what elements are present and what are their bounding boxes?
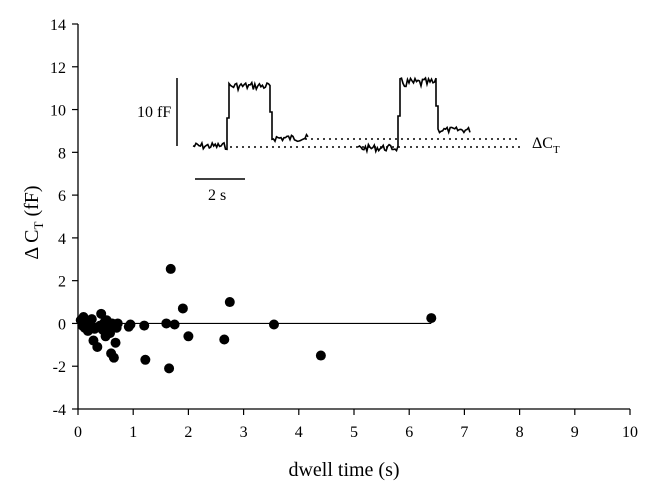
- data-point: [92, 341, 103, 352]
- data-point: [161, 318, 172, 329]
- y-axis-title-main: Δ C: [21, 229, 43, 259]
- x-tick-label: 9: [571, 424, 579, 441]
- y-tick-label: 10: [50, 103, 66, 120]
- inset-scale-label-x: 2 s: [208, 187, 226, 204]
- y-tick-label: -2: [53, 359, 66, 376]
- inset-delta-label-main: ΔC: [532, 135, 553, 152]
- x-tick-label: 4: [295, 424, 303, 441]
- y-tick-label: 12: [50, 60, 66, 77]
- inset-delta-label: ΔCT: [532, 135, 560, 156]
- data-point: [86, 314, 97, 325]
- inset-trace-panel: 10 fF 2 s ΔCT: [137, 76, 560, 204]
- data-point: [177, 303, 188, 314]
- data-point: [169, 319, 180, 330]
- data-point: [139, 320, 150, 331]
- y-axis-title-unit: (fF): [21, 185, 43, 221]
- y-tick-label: 6: [58, 188, 66, 205]
- y-ticks: -4 -2 0 2 4 6 8 10 12 14: [50, 17, 78, 419]
- y-tick-label: 8: [58, 145, 66, 162]
- data-point: [224, 297, 235, 308]
- data-point: [426, 313, 437, 324]
- x-tick-label: 8: [516, 424, 524, 441]
- data-point: [110, 337, 121, 348]
- x-tick-label: 1: [129, 424, 137, 441]
- data-point: [268, 319, 279, 330]
- data-point: [219, 334, 230, 345]
- data-point: [112, 318, 123, 329]
- x-tick-label: 10: [622, 424, 638, 441]
- x-tick-label: 3: [240, 424, 248, 441]
- data-point: [105, 328, 116, 339]
- data-points: [75, 263, 437, 374]
- y-tick-label: 14: [50, 17, 66, 34]
- data-point: [140, 354, 151, 365]
- x-tick-label: 2: [184, 424, 192, 441]
- data-point: [164, 363, 175, 374]
- y-tick-label: 0: [58, 316, 66, 333]
- x-tick-label: 6: [405, 424, 413, 441]
- data-point: [183, 331, 194, 342]
- data-point: [125, 319, 136, 330]
- inset-trace-2: [357, 76, 471, 155]
- inset-trace-1: [192, 80, 309, 151]
- y-axis-title-sub: T: [31, 221, 46, 229]
- y-axis-title: Δ CT (fF): [21, 185, 46, 259]
- x-ticks: 0 1 2 3 4 5 6 7 8 9 10: [74, 409, 638, 441]
- x-tick-label: 5: [350, 424, 358, 441]
- y-tick-label: -4: [53, 402, 66, 419]
- data-point: [315, 350, 326, 361]
- x-tick-label: 0: [74, 424, 82, 441]
- x-axis-title: dwell time (s): [288, 459, 399, 481]
- inset-delta-label-sub: T: [553, 144, 560, 156]
- data-point: [108, 352, 119, 363]
- y-tick-label: 4: [58, 231, 66, 248]
- data-point: [165, 263, 176, 274]
- inset-scale-label-y: 10 fF: [137, 104, 171, 121]
- y-tick-label: 2: [58, 274, 66, 291]
- x-tick-label: 7: [460, 424, 468, 441]
